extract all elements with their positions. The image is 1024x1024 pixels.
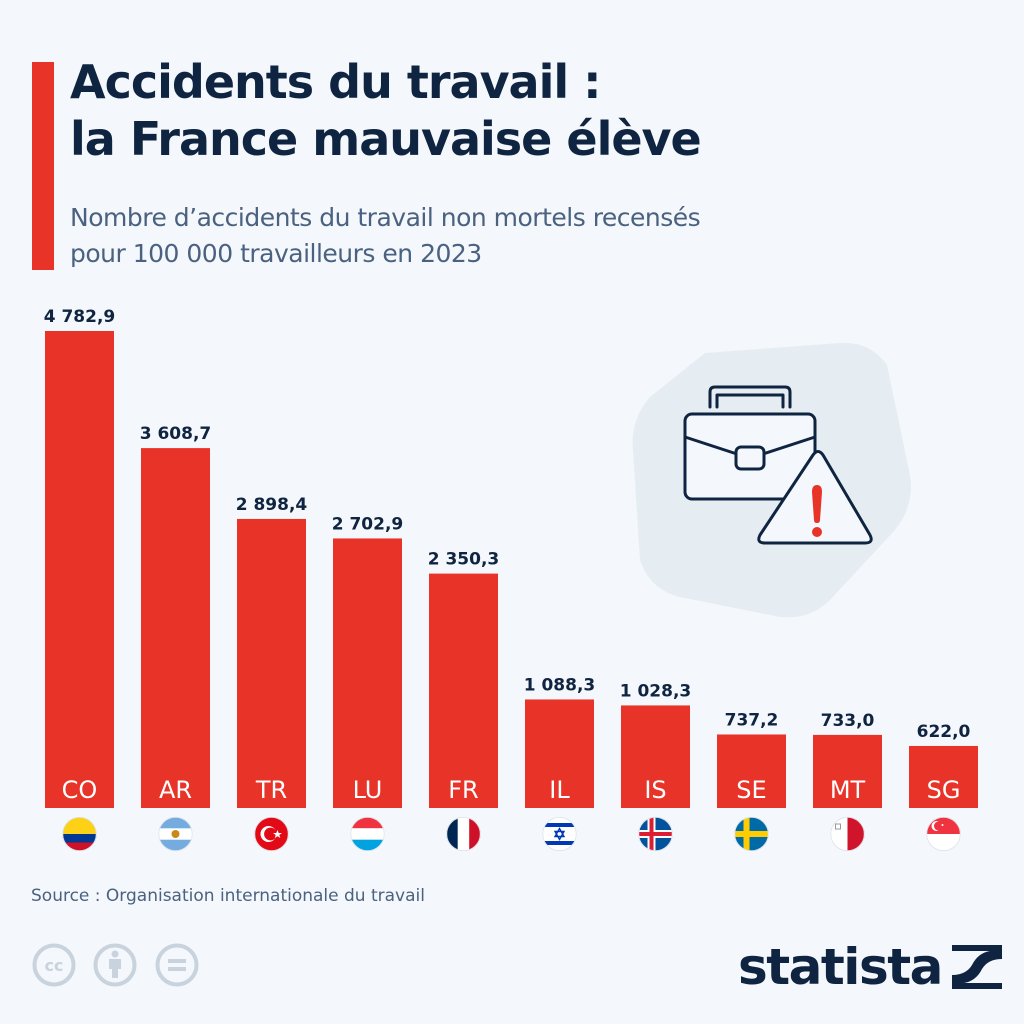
category-label-se: SE — [736, 776, 766, 804]
briefcase-warning-icon — [632, 342, 911, 618]
value-label-is: 1 028,3 — [620, 681, 692, 701]
bar-sg — [909, 745, 978, 808]
israel-flag-icon — [542, 817, 577, 851]
attribution-icon[interactable] — [93, 943, 137, 987]
subtitle-line-1: Nombre d’accidents du travail non mortel… — [70, 203, 701, 232]
category-label-fr: FR — [448, 776, 478, 804]
flag-outline — [446, 816, 481, 852]
category-label-tr: TR — [255, 776, 287, 804]
flag-outline — [734, 816, 769, 852]
flag-outline — [638, 816, 673, 852]
flag-outline — [350, 816, 385, 852]
page-subtitle: Nombre d’accidents du travail non mortel… — [70, 200, 701, 272]
flag-outline — [254, 816, 289, 852]
iceland-flag-icon — [638, 817, 673, 851]
statista-mark-icon — [951, 945, 1002, 989]
category-label-il: IL — [549, 776, 570, 804]
singapore-flag-icon — [926, 817, 961, 851]
value-label-fr: 2 350,3 — [428, 550, 500, 570]
sweden-flag-icon — [734, 817, 769, 851]
bar-is — [621, 705, 690, 808]
category-label-is: IS — [644, 776, 666, 804]
no-derivatives-icon[interactable] — [155, 943, 199, 987]
bar-mt — [813, 734, 882, 808]
flag-outline — [830, 816, 865, 852]
bar-ar — [141, 448, 210, 808]
subtitle-line-2: pour 100 000 travailleurs en 2023 — [70, 239, 482, 268]
value-label-se: 737,2 — [725, 710, 779, 730]
bar-fr — [429, 573, 498, 808]
category-label-co: CO — [62, 776, 98, 804]
bar-chart: 4 782,9 CO 3 608,7 AR 2 898,4 TR 2 702,9 LU 2 35… — [44, 307, 978, 852]
value-label-sg: 622,0 — [917, 722, 971, 742]
flag-outline — [62, 816, 97, 852]
bar-se — [717, 734, 786, 808]
turkey-flag-icon — [254, 817, 289, 851]
bar-co — [45, 331, 114, 808]
category-label-sg: SG — [927, 776, 961, 804]
category-label-lu: LU — [353, 776, 383, 804]
source-note: Source : Organisation internationale du … — [31, 886, 425, 906]
warning-triangle-icon — [757, 450, 873, 545]
luxembourg-flag-icon — [350, 817, 385, 851]
colombia-flag-icon — [62, 817, 97, 851]
flag-outline — [926, 816, 961, 852]
briefcase-icon — [683, 385, 817, 501]
statista-logo[interactable]: statista — [738, 938, 1002, 996]
malta-flag-icon — [830, 817, 865, 851]
logo-text: statista — [738, 938, 943, 996]
flag-outline — [158, 816, 193, 852]
value-label-tr: 2 898,4 — [236, 495, 308, 515]
title-line-2: la France mauvaise élève — [70, 112, 702, 166]
bar-lu — [333, 538, 402, 808]
bar-il — [525, 699, 594, 808]
value-label-co: 4 782,9 — [44, 307, 116, 327]
svg-text:cc: cc — [45, 956, 64, 975]
value-label-mt: 733,0 — [821, 711, 875, 731]
creative-commons-icon[interactable]: cc — [32, 943, 76, 987]
page-title: Accidents du travail : la France mauvais… — [70, 54, 702, 168]
value-label-ar: 3 608,7 — [140, 424, 212, 444]
bar-tr — [237, 518, 306, 808]
flag-outline — [542, 816, 577, 852]
value-label-il: 1 088,3 — [524, 675, 596, 695]
category-label-mt: MT — [830, 776, 866, 804]
argentina-flag-icon — [158, 817, 193, 851]
bars-layer: 4 782,9 CO 3 608,7 AR 2 898,4 TR 2 702,9 LU 2 35… — [44, 307, 978, 852]
title-line-1: Accidents du travail : — [70, 55, 602, 109]
value-label-lu: 2 702,9 — [332, 514, 404, 534]
title-accent-bar — [32, 62, 54, 270]
france-flag-icon — [446, 817, 481, 851]
category-label-ar: AR — [159, 776, 192, 804]
